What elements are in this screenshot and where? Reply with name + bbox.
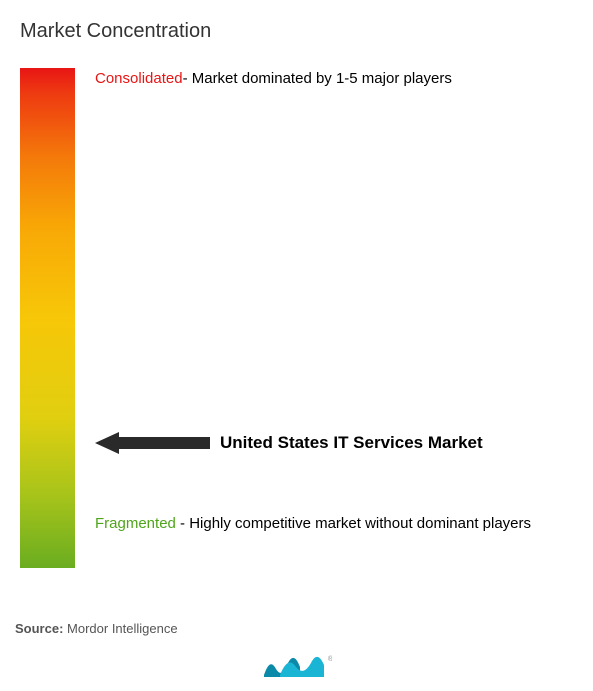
fragmented-annotation: Fragmented - Highly competitive market w… [95,513,578,536]
source-value: Mordor Intelligence [67,621,178,636]
mordor-logo-icon: ® [262,651,332,679]
consolidated-label: Consolidated [95,70,183,87]
market-pointer-label: United States IT Services Market [220,433,483,453]
consolidated-desc: - Market dominated by 1-5 major players [183,70,452,87]
chart-body: Consolidated- Market dominated by 1-5 ma… [0,68,593,598]
fragmented-desc: - Highly competitive market without domi… [176,515,531,532]
consolidated-annotation: Consolidated- Market dominated by 1-5 ma… [95,68,578,89]
market-pointer: United States IT Services Market [95,432,483,454]
source-label: Source: [15,621,63,636]
arrow-left-icon [95,432,210,454]
svg-text:®: ® [328,655,332,663]
concentration-gradient-bar [20,68,75,568]
annotations-area: Consolidated- Market dominated by 1-5 ma… [95,68,578,568]
chart-title: Market Concentration [0,0,593,43]
fragmented-label: Fragmented [95,515,176,532]
source-attribution: Source: Mordor Intelligence [15,621,178,636]
